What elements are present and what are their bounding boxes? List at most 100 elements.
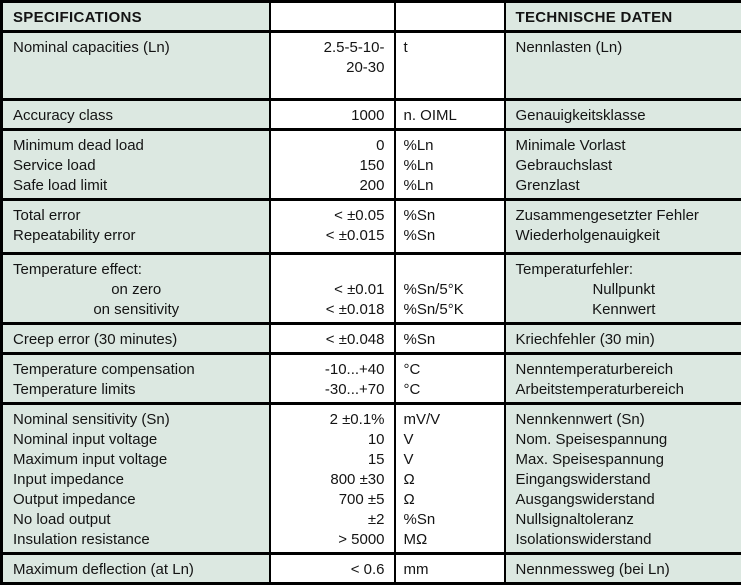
spec-en-label: Temperature limits	[13, 380, 260, 400]
spec-unit: %Sn/5°K	[404, 300, 495, 320]
spec-value: 10	[281, 430, 385, 450]
spec-unit: %Sn	[404, 330, 495, 350]
spec-de-label: Kennwert	[516, 300, 733, 320]
spec-de-label: Nennmessweg (bei Ln)	[516, 560, 733, 580]
spec-en-label: Repeatability error	[13, 226, 260, 246]
table-row-accuracy-class: Accuracy class 1000 n. OIML Genauigkeits…	[2, 100, 741, 130]
header-value-cell	[270, 2, 395, 32]
spec-de-cell: Kriechfehler (30 min)	[505, 324, 741, 354]
spec-value: 20-30	[281, 58, 385, 78]
table-row-creep-error: Creep error (30 minutes) < ±0.048 %Sn Kr…	[2, 324, 741, 354]
spec-unit: °C	[404, 380, 495, 400]
spec-de-label: Zusammengesetzter Fehler	[516, 206, 733, 226]
spec-en-label: Accuracy class	[13, 106, 260, 126]
spec-en-label: Creep error (30 minutes)	[13, 330, 260, 350]
spec-de-label: Ausgangswiderstand	[516, 490, 733, 510]
spec-de-cell: Nennkennwert (Sn) Nom. Speisespannung Ma…	[505, 404, 741, 554]
table-row-temperature-range: Temperature compensation Temperature lim…	[2, 354, 741, 404]
spec-en-cell: Maximum deflection (at Ln)	[2, 554, 270, 584]
table-row-deflection: Maximum deflection (at Ln) < 0.6 mm Nenn…	[2, 554, 741, 584]
spec-unit: Ω	[404, 470, 495, 490]
table-header-row: SPECIFICATIONS TECHNISCHE DATEN	[2, 2, 741, 32]
value-cell: < 0.6	[270, 554, 395, 584]
spec-en-cell: Creep error (30 minutes)	[2, 324, 270, 354]
spec-value: 150	[281, 156, 385, 176]
spec-en-cell: Minimum dead load Service load Safe load…	[2, 130, 270, 200]
spec-unit	[404, 260, 495, 280]
spec-unit: mm	[404, 560, 495, 580]
spec-en-label: Minimum dead load	[13, 136, 260, 156]
spec-value: < ±0.048	[281, 330, 385, 350]
value-cell: < ±0.05 < ±0.015	[270, 200, 395, 254]
spec-value: 0	[281, 136, 385, 156]
header-technische-daten-cell: TECHNISCHE DATEN	[505, 2, 741, 32]
spec-unit: MΩ	[404, 530, 495, 550]
table-row-temperature-effect: Temperature effect: on zero on sensitivi…	[2, 254, 741, 324]
table-row-errors: Total error Repeatability error < ±0.05 …	[2, 200, 741, 254]
spec-en-label: Temperature effect:	[13, 260, 260, 280]
spec-unit: %Sn	[404, 510, 495, 530]
spec-de-cell: Zusammengesetzter Fehler Wiederholgenaui…	[505, 200, 741, 254]
unit-cell: °C °C	[395, 354, 505, 404]
unit-cell: t	[395, 32, 505, 100]
spec-unit: mV/V	[404, 410, 495, 430]
spec-unit: %Sn/5°K	[404, 280, 495, 300]
spec-de-label: Nennlasten (Ln)	[516, 38, 733, 58]
spec-value: 1000	[281, 106, 385, 126]
spec-de-label: Kriechfehler (30 min)	[516, 330, 733, 350]
spec-en-label: Total error	[13, 206, 260, 226]
spec-unit: t	[404, 38, 495, 58]
unit-cell: %Sn %Sn	[395, 200, 505, 254]
spec-value: < ±0.05	[281, 206, 385, 226]
technische-daten-title: TECHNISCHE DATEN	[516, 8, 733, 28]
spec-value: -30...+70	[281, 380, 385, 400]
header-specifications-cell: SPECIFICATIONS	[2, 2, 270, 32]
spec-unit: %Sn	[404, 206, 495, 226]
unit-cell: %Sn/5°K %Sn/5°K	[395, 254, 505, 324]
spec-value	[281, 260, 385, 280]
spec-de-label: Isolationswiderstand	[516, 530, 733, 550]
spec-de-label: Max. Speisespannung	[516, 450, 733, 470]
spec-de-label: Genauigkeitsklasse	[516, 106, 733, 126]
value-cell: 2 ±0.1% 10 15 800 ±30 700 ±5 ±2 > 5000	[270, 404, 395, 554]
spec-unit: V	[404, 450, 495, 470]
spec-de-label: Nennkennwert (Sn)	[516, 410, 733, 430]
spec-de-label: Nullpunkt	[516, 280, 733, 300]
spec-en-label: Output impedance	[13, 490, 260, 510]
spec-de-cell: Nennlasten (Ln)	[505, 32, 741, 100]
spec-unit: %Sn	[404, 226, 495, 246]
spec-value: 2 ±0.1%	[281, 410, 385, 430]
spec-en-label: Nominal capacities (Ln)	[13, 38, 260, 58]
spec-value: 800 ±30	[281, 470, 385, 490]
spec-de-label: Eingangswiderstand	[516, 470, 733, 490]
value-cell: 0 150 200	[270, 130, 395, 200]
spec-value: 200	[281, 176, 385, 196]
spec-unit: n. OIML	[404, 106, 495, 126]
spec-value: < ±0.018	[281, 300, 385, 320]
spec-de-label: Temperaturfehler:	[516, 260, 733, 280]
spec-de-label: Nom. Speisespannung	[516, 430, 733, 450]
spec-en-cell: Temperature effect: on zero on sensitivi…	[2, 254, 270, 324]
spec-unit: Ω	[404, 490, 495, 510]
value-cell: < ±0.048	[270, 324, 395, 354]
unit-cell: mV/V V V Ω Ω %Sn MΩ	[395, 404, 505, 554]
spec-de-cell: Nennmessweg (bei Ln)	[505, 554, 741, 584]
unit-cell: %Sn	[395, 324, 505, 354]
spec-value: < ±0.01	[281, 280, 385, 300]
spec-en-cell: Accuracy class	[2, 100, 270, 130]
spec-de-cell: Nenntemperaturbereich Arbeitstemperaturb…	[505, 354, 741, 404]
spec-de-cell: Minimale Vorlast Gebrauchslast Grenzlast	[505, 130, 741, 200]
spec-de-label: Minimale Vorlast	[516, 136, 733, 156]
spec-en-cell: Total error Repeatability error	[2, 200, 270, 254]
table-row-electrical: Nominal sensitivity (Sn) Nominal input v…	[2, 404, 741, 554]
spec-value: 700 ±5	[281, 490, 385, 510]
spec-en-cell: Temperature compensation Temperature lim…	[2, 354, 270, 404]
table-row-nominal-capacities: Nominal capacities (Ln) 2.5-5-10- 20-30 …	[2, 32, 741, 100]
spec-de-label: Nullsignaltoleranz	[516, 510, 733, 530]
spec-de-label: Nenntemperaturbereich	[516, 360, 733, 380]
spec-value: -10...+40	[281, 360, 385, 380]
spec-value: 15	[281, 450, 385, 470]
value-cell: 1000	[270, 100, 395, 130]
spec-en-cell: Nominal sensitivity (Sn) Nominal input v…	[2, 404, 270, 554]
